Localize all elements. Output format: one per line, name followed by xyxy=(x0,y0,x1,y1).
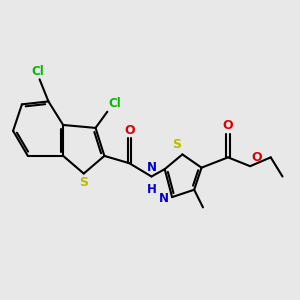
Text: N: N xyxy=(147,161,157,174)
Text: S: S xyxy=(79,176,88,189)
Text: O: O xyxy=(223,119,233,132)
Text: Cl: Cl xyxy=(109,97,122,110)
Text: N: N xyxy=(159,192,169,205)
Text: S: S xyxy=(172,139,181,152)
Text: H: H xyxy=(147,183,157,196)
Text: O: O xyxy=(124,124,135,137)
Text: Cl: Cl xyxy=(32,65,44,78)
Text: O: O xyxy=(252,151,262,164)
